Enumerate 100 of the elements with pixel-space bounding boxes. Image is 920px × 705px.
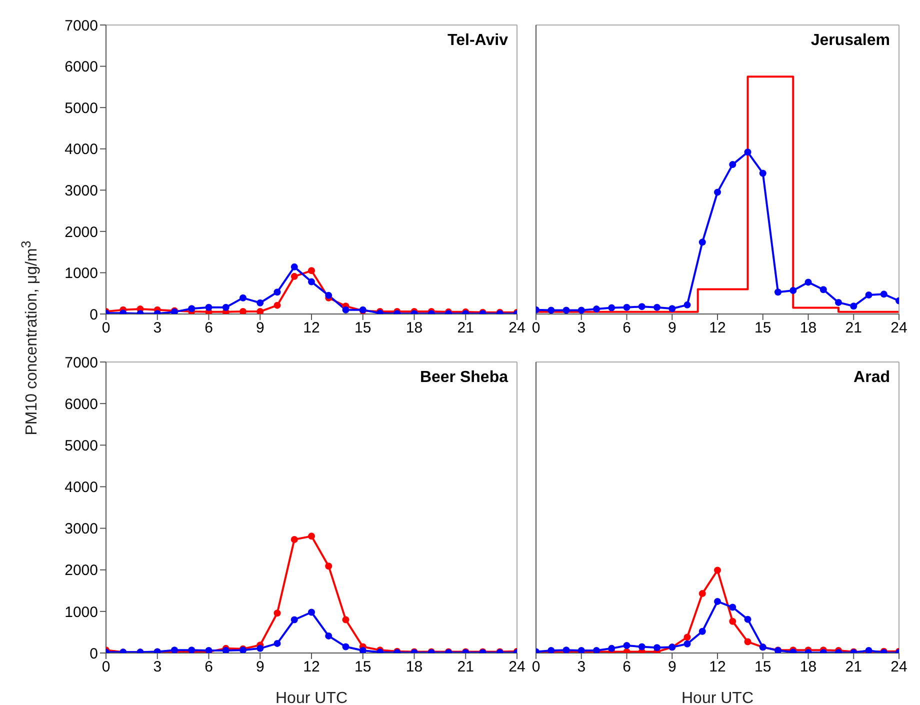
x-tick-label: 3 — [577, 658, 586, 676]
point — [308, 532, 315, 540]
x-tick-label: 3 — [153, 320, 162, 337]
point — [698, 238, 706, 246]
point — [714, 566, 721, 574]
y-tick-label: 6000 — [64, 396, 98, 413]
x-tick-label: 0 — [102, 320, 110, 337]
y-tick-label: 3000 — [64, 520, 98, 538]
point — [865, 292, 872, 299]
point — [325, 632, 332, 640]
x-axis-title: Hour UTC — [681, 690, 754, 705]
point — [684, 634, 691, 641]
x-tick-label: 12 — [709, 320, 726, 337]
x-tick-label: 12 — [709, 658, 726, 676]
point — [638, 303, 646, 310]
point — [290, 616, 298, 624]
x-tick-label: 21 — [845, 658, 862, 676]
x-tick-label: 12 — [303, 320, 320, 337]
point — [790, 286, 797, 294]
x-tick-label: 24 — [508, 320, 526, 337]
point — [290, 536, 298, 544]
y-tick-label: 0 — [90, 306, 98, 324]
point — [308, 608, 315, 616]
y-tick-label: 6000 — [64, 58, 98, 76]
x-tick-label: 9 — [256, 658, 264, 676]
chart-title: Tel-Aviv — [448, 32, 508, 50]
y-tick-label: 7000 — [64, 17, 98, 34]
point — [880, 290, 888, 298]
x-tick-label: 24 — [890, 658, 908, 676]
point — [623, 642, 630, 650]
x-tick-label: 21 — [845, 320, 862, 337]
point — [325, 562, 332, 570]
x-tick-label: 12 — [303, 658, 320, 676]
point — [744, 616, 752, 623]
point — [774, 288, 782, 296]
point — [820, 286, 827, 294]
point — [608, 304, 616, 312]
point — [222, 647, 230, 653]
point — [342, 643, 350, 650]
point — [835, 298, 842, 306]
point — [744, 638, 752, 646]
y-tick-label: 4000 — [64, 141, 98, 158]
point — [638, 643, 646, 650]
point — [342, 616, 350, 624]
x-tick-label: 0 — [532, 658, 540, 676]
x-axis-title: Hour UTC — [275, 690, 348, 705]
y-tick-label: 5000 — [64, 100, 98, 117]
x-tick-label: 6 — [204, 320, 213, 337]
x-tick-label: 6 — [204, 658, 213, 676]
y-tick-label: 2000 — [64, 562, 98, 580]
x-tick-label: 3 — [577, 320, 586, 337]
x-tick-label: 9 — [668, 658, 676, 676]
point — [593, 306, 600, 313]
y-tick-label: 4000 — [64, 479, 98, 496]
point — [608, 644, 616, 652]
point — [744, 148, 752, 156]
point — [698, 590, 706, 598]
y-tick-label: 2000 — [64, 224, 98, 241]
point — [668, 305, 676, 312]
x-tick-label: 24 — [508, 658, 526, 676]
point — [562, 306, 570, 314]
x-tick-label: 0 — [102, 658, 110, 676]
chart-title: Beer Sheba — [420, 369, 508, 387]
point — [274, 640, 281, 647]
point — [698, 628, 706, 635]
point — [714, 188, 721, 196]
point — [729, 161, 736, 168]
y-tick-label: 1000 — [64, 265, 98, 282]
chart-title: Jerusalem — [810, 32, 890, 50]
y-tick-label: 5000 — [64, 437, 98, 454]
point — [274, 610, 281, 617]
point — [729, 618, 736, 625]
point — [759, 170, 766, 177]
point — [684, 640, 691, 648]
x-tick-label: 9 — [668, 320, 676, 337]
x-tick-label: 21 — [457, 658, 474, 676]
point — [623, 304, 630, 311]
x-tick-label: 6 — [622, 658, 631, 676]
point — [654, 644, 660, 652]
y-tick-label: 1000 — [64, 604, 98, 621]
x-tick-label: 15 — [754, 658, 772, 676]
x-tick-label: 15 — [754, 320, 772, 337]
point — [804, 278, 812, 286]
chart-title: Arad — [854, 369, 890, 387]
x-tick-label: 6 — [622, 320, 631, 337]
x-tick-label: 24 — [890, 320, 908, 337]
y-tick-label: 7000 — [64, 354, 98, 372]
y-tick-label: 3000 — [64, 182, 98, 200]
point — [548, 306, 555, 314]
point — [359, 647, 366, 653]
point — [850, 302, 858, 310]
x-tick-label: 18 — [800, 320, 817, 337]
point — [654, 304, 660, 311]
x-tick-label: 3 — [153, 658, 162, 676]
x-tick-label: 21 — [457, 320, 474, 337]
x-tick-label: 18 — [800, 658, 817, 676]
x-tick-label: 15 — [354, 320, 372, 337]
point — [256, 644, 264, 652]
point — [578, 306, 585, 314]
x-tick-label: 15 — [354, 658, 372, 676]
